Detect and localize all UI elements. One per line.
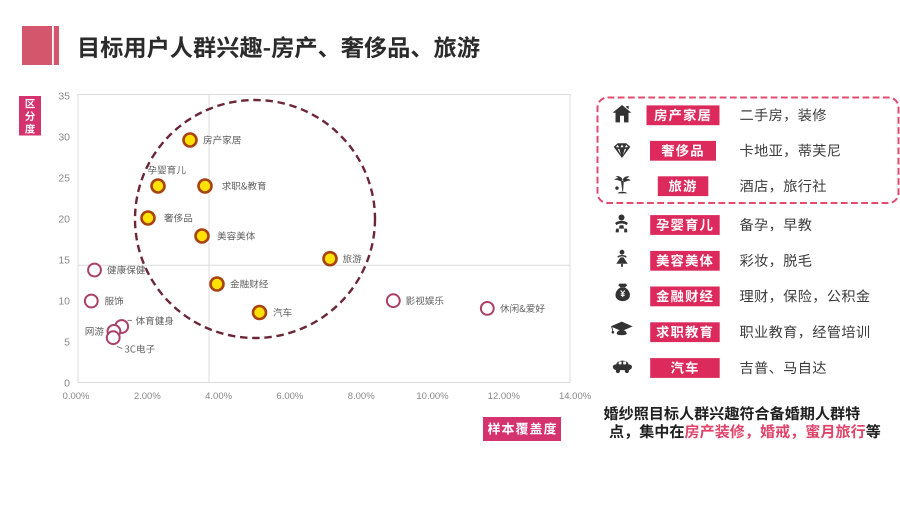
svg-text:10.00%: 10.00%: [416, 391, 449, 402]
svg-text:25: 25: [58, 173, 70, 185]
svg-text:2.00%: 2.00%: [134, 391, 161, 402]
svg-text:10: 10: [58, 296, 70, 308]
svg-text:4.00%: 4.00%: [205, 391, 232, 402]
svg-text:30: 30: [58, 132, 70, 144]
svg-text:14.00%: 14.00%: [559, 391, 592, 402]
svg-text:35: 35: [58, 91, 70, 103]
svg-text:15: 15: [58, 255, 70, 267]
svg-text:12.00%: 12.00%: [488, 391, 521, 402]
svg-text:5: 5: [64, 337, 70, 349]
svg-text:8.00%: 8.00%: [348, 391, 375, 402]
svg-text:0: 0: [64, 378, 70, 390]
svg-text:6.00%: 6.00%: [276, 391, 303, 402]
svg-text:20: 20: [58, 214, 70, 226]
svg-text:0.00%: 0.00%: [63, 391, 90, 402]
